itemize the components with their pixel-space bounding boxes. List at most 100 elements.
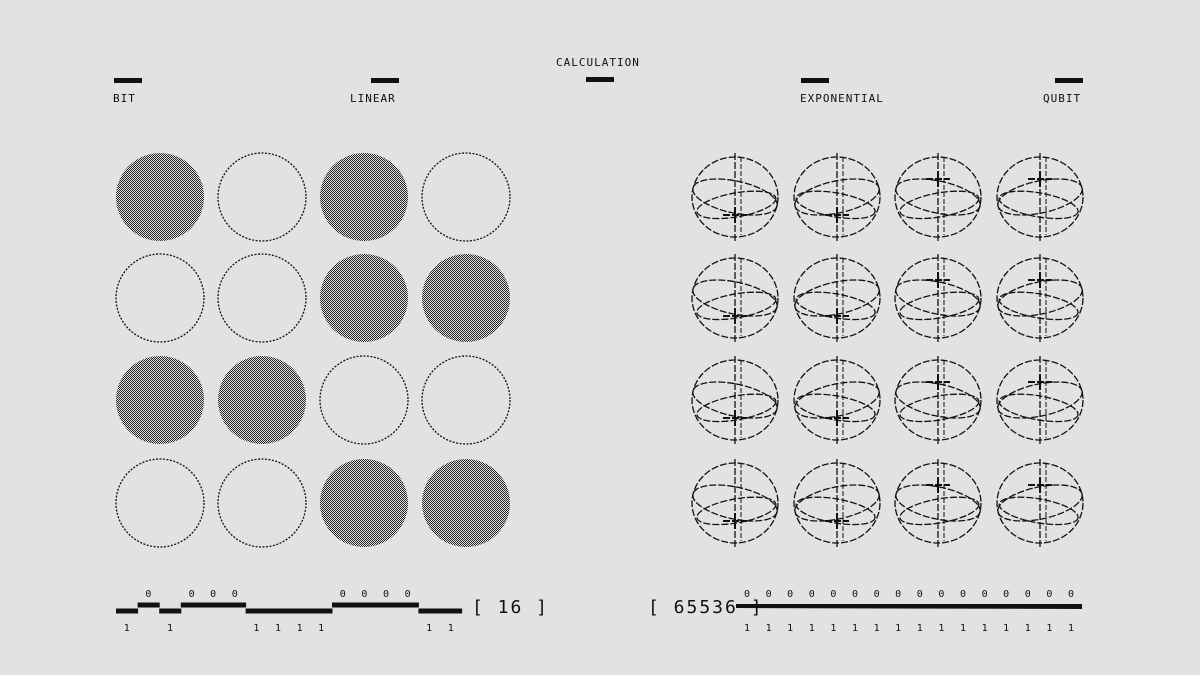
bit-wave-segment xyxy=(116,608,139,614)
qubit-bloch-sphere xyxy=(793,153,881,241)
qubit-bloch-sphere xyxy=(793,356,881,444)
bit-circle-off xyxy=(421,355,511,445)
qubit-state-count: [ 65536 ] xyxy=(648,597,764,618)
bit-value-label: 1 xyxy=(426,623,432,634)
qubit-bloch-sphere xyxy=(691,459,779,547)
qubit-zero-label: 0 xyxy=(830,589,836,600)
qubit-zero-label: 0 xyxy=(874,589,880,600)
bit-value-label: 0 xyxy=(210,589,216,600)
bit-value-label: 1 xyxy=(297,623,303,634)
bit-circle-off xyxy=(319,355,409,445)
qubit-zero-label: 0 xyxy=(1025,589,1031,600)
bit-wave-segment xyxy=(267,608,290,614)
bit-wave-segment xyxy=(310,608,333,614)
bit-wave-segment xyxy=(137,602,160,608)
bit-dash xyxy=(114,78,142,83)
bit-wave-segment xyxy=(396,602,419,608)
qubit-one-label: 1 xyxy=(852,623,858,634)
qubit-zero-label: 0 xyxy=(938,589,944,600)
bit-circle-off xyxy=(421,152,511,242)
qubit-zero-label: 0 xyxy=(744,589,750,600)
qubit-bloch-sphere xyxy=(793,254,881,342)
bit-value-label: 0 xyxy=(145,589,151,600)
qubit-bloch-sphere xyxy=(894,254,982,342)
label-qubit: QUBIT xyxy=(1043,92,1082,105)
bit-circle-on xyxy=(218,356,306,444)
qubit-zero-label: 0 xyxy=(895,589,901,600)
bit-value-label: 1 xyxy=(318,623,324,634)
bit-circle-on xyxy=(116,153,204,241)
qubit-dash xyxy=(1055,78,1083,83)
qubit-bloch-sphere xyxy=(996,459,1084,547)
qubit-zero-label: 0 xyxy=(1046,589,1052,600)
qubit-zero-label: 0 xyxy=(917,589,923,600)
bit-value-label: 1 xyxy=(275,623,281,634)
qubit-one-label: 1 xyxy=(938,623,944,634)
qubit-one-label: 1 xyxy=(960,623,966,634)
bit-value-label: 1 xyxy=(167,623,173,634)
qubit-bloch-sphere xyxy=(996,254,1084,342)
bit-wave-segment xyxy=(332,602,355,608)
qubit-one-label: 1 xyxy=(766,623,772,634)
qubit-bloch-sphere xyxy=(894,459,982,547)
qubit-zero-label: 0 xyxy=(1068,589,1074,600)
bit-value-label: 0 xyxy=(189,589,195,600)
label-bit: BIT xyxy=(113,92,136,105)
qubit-zero-label: 0 xyxy=(1003,589,1009,600)
title-dash xyxy=(586,77,614,82)
bit-value-label: 0 xyxy=(361,589,367,600)
qubit-one-label: 1 xyxy=(787,623,793,634)
qubit-one-label: 1 xyxy=(744,623,750,634)
bit-value-label: 0 xyxy=(383,589,389,600)
bit-wave-segment xyxy=(288,608,311,614)
bit-circle-off xyxy=(217,152,307,242)
qubit-superposition-line xyxy=(736,604,1082,609)
bit-wave-segment xyxy=(224,602,247,608)
bit-value-label: 1 xyxy=(124,623,130,634)
bit-circle-on xyxy=(320,153,408,241)
bit-wave-segment xyxy=(375,602,398,608)
bit-circle-on xyxy=(320,254,408,342)
qubit-bloch-sphere xyxy=(894,356,982,444)
qubit-one-label: 1 xyxy=(1068,623,1074,634)
bit-wave-segment xyxy=(353,602,376,608)
label-linear: LINEAR xyxy=(350,92,396,105)
bit-wave-segment xyxy=(180,602,203,608)
bit-circle-on xyxy=(422,459,510,547)
bit-value-label: 1 xyxy=(448,623,454,634)
bit-wave-segment xyxy=(440,608,463,614)
bit-wave-segment xyxy=(202,602,225,608)
qubit-one-label: 1 xyxy=(874,623,880,634)
bit-value-label: 0 xyxy=(232,589,238,600)
bit-wave-segment xyxy=(418,608,441,614)
qubit-one-label: 1 xyxy=(1003,623,1009,634)
label-exponential: EXPONENTIAL xyxy=(800,92,884,105)
bit-circle-on xyxy=(422,254,510,342)
qubit-one-label: 1 xyxy=(895,623,901,634)
bit-value-label: 0 xyxy=(340,589,346,600)
qubit-bloch-sphere xyxy=(691,356,779,444)
qubit-one-label: 1 xyxy=(1025,623,1031,634)
qubit-bloch-sphere xyxy=(691,254,779,342)
qubit-bloch-sphere xyxy=(996,153,1084,241)
qubit-one-label: 1 xyxy=(809,623,815,634)
bit-circle-off xyxy=(217,253,307,343)
qubit-zero-label: 0 xyxy=(787,589,793,600)
qubit-zero-label: 0 xyxy=(982,589,988,600)
qubit-zero-label: 0 xyxy=(766,589,772,600)
qubit-bloch-sphere xyxy=(894,153,982,241)
bit-wave-segment xyxy=(245,608,268,614)
bit-circle-off xyxy=(115,253,205,343)
title-calculation: CALCULATION xyxy=(556,56,640,69)
qubit-bloch-sphere xyxy=(793,459,881,547)
qubit-zero-label: 0 xyxy=(960,589,966,600)
qubit-bloch-sphere xyxy=(691,153,779,241)
bit-circle-on xyxy=(320,459,408,547)
bit-count: [ 16 ] xyxy=(472,597,550,618)
qubit-bloch-sphere xyxy=(996,356,1084,444)
qubit-one-label: 1 xyxy=(982,623,988,634)
qubit-one-label: 1 xyxy=(917,623,923,634)
bit-circle-off xyxy=(115,458,205,548)
bit-wave-segment xyxy=(159,608,182,614)
